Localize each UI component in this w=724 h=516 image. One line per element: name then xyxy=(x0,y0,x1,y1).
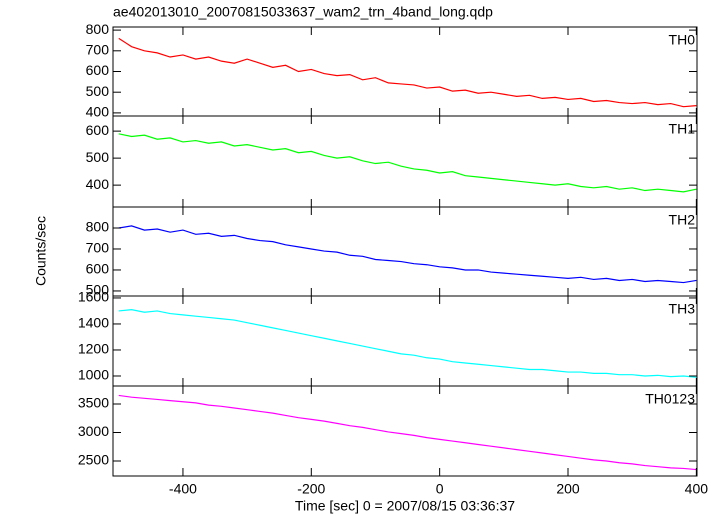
x-tick-label: -200 xyxy=(297,481,325,497)
x-tick-label: 400 xyxy=(685,481,709,497)
chart-title: ae402013010_20070815033637_wam2_trn_4ban… xyxy=(113,4,493,20)
y-tick-label: 400 xyxy=(86,104,110,120)
y-tick-label: 600 xyxy=(86,62,110,78)
y-tick-label: 500 xyxy=(86,83,110,99)
y-tick-label: 1400 xyxy=(78,315,109,331)
x-tick-label: -400 xyxy=(169,481,197,497)
y-tick-label: 1200 xyxy=(78,341,109,357)
y-axis-label: Counts/sec xyxy=(33,216,49,286)
y-tick-label: 400 xyxy=(86,176,110,192)
y-tick-label: 600 xyxy=(86,261,110,277)
y-tick-label: 1000 xyxy=(78,367,109,383)
panel-label: TH2 xyxy=(669,212,696,228)
x-tick-label: 200 xyxy=(556,481,580,497)
y-tick-label: 2500 xyxy=(78,452,109,468)
y-tick-label: 500 xyxy=(86,282,110,298)
panel-label: TH0123 xyxy=(645,391,695,407)
y-tick-label: 3500 xyxy=(78,395,109,411)
y-tick-label: 800 xyxy=(86,21,110,37)
y-tick-label: 700 xyxy=(86,240,110,256)
panel-frame xyxy=(112,26,698,117)
x-axis-label: Time [sec] 0 = 2007/08/15 03:36:37 xyxy=(295,498,515,514)
series-line xyxy=(118,394,697,471)
panel-frame xyxy=(112,295,698,387)
panel-frame xyxy=(112,385,698,477)
panel-label: TH3 xyxy=(669,301,696,317)
series-line xyxy=(118,133,697,193)
panel-label: TH1 xyxy=(669,121,696,137)
series-line xyxy=(118,225,697,284)
panel-frame xyxy=(112,206,698,297)
panel-frame xyxy=(112,115,698,208)
y-tick-label: 800 xyxy=(86,219,110,235)
y-tick-label: 3000 xyxy=(78,423,109,439)
panel-label: TH0 xyxy=(669,32,696,48)
series-line xyxy=(118,309,697,378)
x-tick-label: 0 xyxy=(436,481,444,497)
y-tick-label: 600 xyxy=(86,122,110,138)
series-line xyxy=(118,37,697,108)
y-tick-label: 500 xyxy=(86,149,110,165)
y-tick-label: 1600 xyxy=(78,289,109,305)
y-tick-label: 700 xyxy=(86,42,110,58)
